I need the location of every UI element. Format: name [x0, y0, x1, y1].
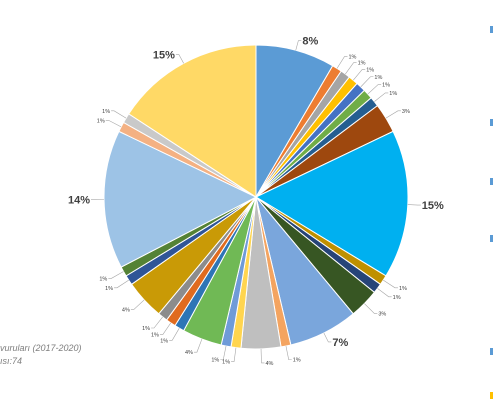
slice-label-5: 1%	[382, 83, 390, 89]
slice-label-0: 8%	[302, 36, 318, 48]
leader-line-9	[383, 279, 398, 289]
pie-slice-8	[254, 130, 409, 277]
leader-line-15	[231, 347, 237, 362]
slice-label-2: 1%	[358, 61, 366, 67]
slice-label-14: 4%	[265, 361, 273, 367]
slice-label-18: 1%	[160, 338, 168, 344]
leader-line-14	[260, 348, 265, 364]
legend-marker-2	[490, 178, 493, 185]
leader-line-4	[360, 76, 374, 88]
legend-marker-4	[490, 348, 493, 355]
leader-line-27	[175, 54, 184, 64]
slice-label-10: 1%	[393, 295, 401, 301]
leader-line-26	[111, 110, 127, 119]
pie-slice-27	[128, 44, 257, 198]
slice-label-9: 1%	[399, 286, 407, 292]
leader-line-1	[336, 56, 348, 69]
slice-label-13: 1%	[293, 358, 301, 364]
slice-label-4: 1%	[374, 75, 382, 81]
leader-line-25	[105, 120, 122, 128]
leader-line-18	[169, 328, 180, 341]
slice-label-15: 1%	[222, 360, 230, 366]
slice-label-22: 1%	[105, 286, 113, 292]
slice-label-26: 1%	[102, 109, 110, 115]
slice-label-25: 1%	[97, 118, 105, 124]
leader-line-23	[108, 271, 124, 279]
leader-line-20	[151, 316, 163, 329]
leader-line-13	[285, 345, 292, 361]
legend-marker-5	[490, 392, 493, 399]
slice-label-27: 15%	[153, 50, 175, 62]
source-caption-line-1: vuruları (2017-2020)	[0, 343, 82, 353]
legend-marker-3	[490, 235, 493, 242]
slice-labels: 8%1%1%1%1%1%1%3%15%1%1%3%7%1%4%1%1%4%1%1…	[68, 36, 444, 367]
slice-label-6: 1%	[389, 91, 397, 97]
leader-line-16	[220, 345, 227, 361]
slice-label-7: 3%	[402, 109, 410, 115]
leader-line-3	[353, 69, 366, 81]
leader-line-5	[367, 84, 382, 95]
legend-marker-1	[490, 119, 493, 126]
slice-label-23: 1%	[99, 276, 107, 282]
slice-label-20: 1%	[142, 326, 150, 332]
leader-line-7	[385, 110, 401, 119]
leader-line-6	[374, 92, 389, 102]
leader-line-0	[295, 40, 302, 51]
leader-line-11	[364, 303, 378, 314]
leader-line-10	[377, 288, 392, 298]
leader-line-17	[193, 338, 203, 353]
leader-line-22	[114, 279, 129, 289]
pie-slice-24	[103, 130, 258, 268]
slice-label-16: 1%	[211, 358, 219, 364]
leader-line-12	[323, 332, 332, 343]
legend-marker-0	[490, 26, 493, 33]
slice-label-24: 14%	[68, 195, 90, 207]
pie-slices	[103, 44, 409, 350]
leader-line-2	[345, 62, 357, 75]
slice-label-21: 4%	[122, 307, 130, 313]
slice-label-19: 1%	[151, 332, 159, 338]
leader-lines	[91, 40, 421, 364]
source-caption-line-2: ısı:74	[0, 356, 23, 366]
slice-label-3: 1%	[366, 67, 374, 73]
leader-line-19	[159, 322, 172, 335]
slice-label-11: 3%	[378, 311, 386, 317]
slice-label-12: 7%	[332, 337, 348, 349]
slice-label-8: 15%	[422, 200, 444, 212]
slice-label-1: 1%	[348, 55, 356, 61]
leader-line-21	[130, 299, 145, 310]
slice-label-17: 4%	[185, 350, 193, 356]
